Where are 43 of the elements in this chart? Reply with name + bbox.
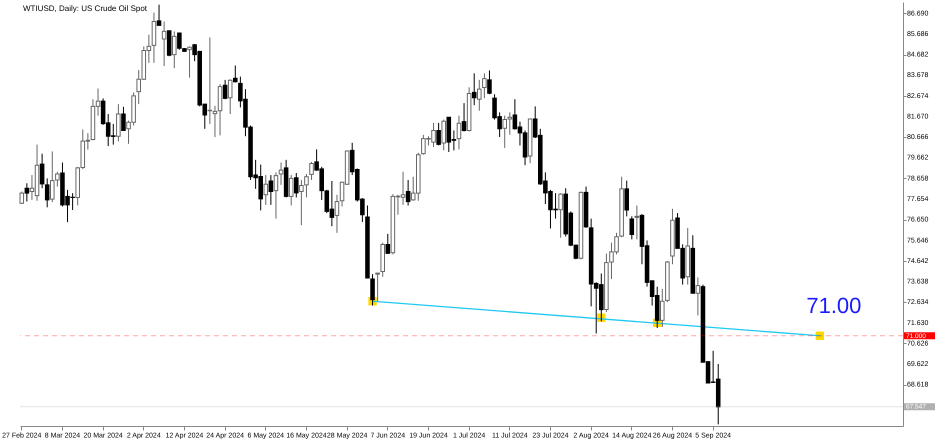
candlestick bbox=[634, 204, 640, 240]
candlestick bbox=[309, 161, 314, 180]
candlestick bbox=[268, 174, 274, 206]
candlestick bbox=[477, 79, 482, 112]
candlestick bbox=[172, 30, 177, 69]
candlestick bbox=[278, 162, 284, 186]
candlestick bbox=[375, 272, 380, 302]
candlestick bbox=[487, 70, 492, 95]
candlestick bbox=[20, 190, 24, 205]
candlestick bbox=[228, 78, 232, 115]
candlestick bbox=[288, 174, 294, 206]
point bbox=[816, 332, 824, 340]
candlestick bbox=[222, 79, 228, 100]
candlestick bbox=[406, 179, 410, 206]
candlestick bbox=[456, 115, 462, 150]
candlestick bbox=[264, 174, 268, 206]
candlestick bbox=[696, 276, 700, 316]
candlestick bbox=[116, 104, 121, 142]
chart-title: WTIUSD, Daily: US Crude Oil Spot bbox=[23, 4, 148, 13]
candlestick bbox=[40, 153, 44, 189]
candlestick bbox=[44, 178, 50, 208]
candlestick bbox=[187, 46, 192, 78]
candlestick bbox=[212, 105, 218, 138]
candlestick bbox=[441, 119, 446, 151]
candlestick bbox=[152, 12, 156, 64]
candlestick bbox=[624, 180, 629, 217]
candlestick bbox=[436, 122, 441, 146]
candlestick bbox=[334, 194, 340, 234]
candlestick bbox=[482, 72, 487, 99]
candlestick bbox=[630, 216, 634, 240]
candlestick bbox=[233, 65, 238, 84]
candlestick bbox=[462, 102, 466, 132]
candlestick bbox=[294, 172, 299, 198]
candlestick bbox=[156, 4, 162, 26]
candlestick bbox=[24, 182, 30, 202]
candlestick bbox=[370, 274, 375, 306]
candlestick bbox=[472, 72, 476, 106]
candlestick bbox=[558, 192, 563, 238]
data-label: 71.00 bbox=[806, 292, 862, 318]
candlestick bbox=[162, 21, 166, 67]
candlestick bbox=[121, 106, 126, 131]
candlestick bbox=[386, 233, 390, 254]
candlestick bbox=[274, 172, 278, 220]
